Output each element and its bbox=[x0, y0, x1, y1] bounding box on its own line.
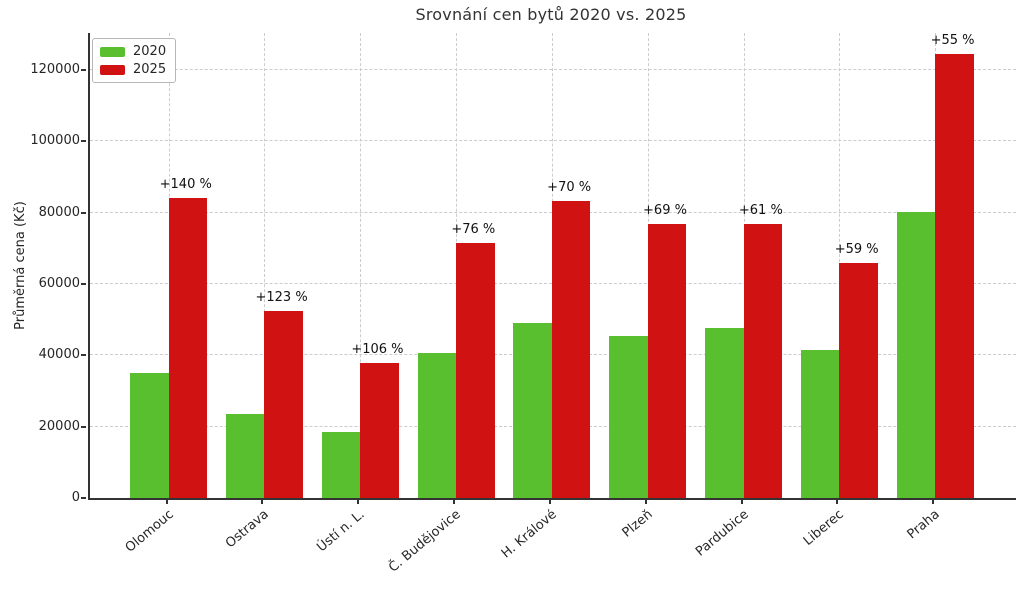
bar-2020-Praha bbox=[896, 211, 936, 498]
x-tick-mark bbox=[548, 499, 551, 504]
legend-swatch-2020 bbox=[100, 46, 125, 57]
bar-2020-Olomouc bbox=[130, 373, 169, 498]
bar-2025-Olomouc bbox=[168, 198, 207, 498]
bar-2025-Ostrava bbox=[264, 311, 303, 498]
y-tick-mark bbox=[81, 69, 86, 72]
bar-annotation: +69 % bbox=[643, 202, 687, 218]
x-tick-mark bbox=[836, 499, 839, 504]
bar-2025-Ústí n. L. bbox=[360, 362, 399, 498]
legend-entry-2025: 2025 bbox=[100, 62, 166, 77]
bar-2020-H. Králové bbox=[513, 323, 552, 498]
y-tick-mark bbox=[81, 497, 86, 499]
y-tick-label: 20000 bbox=[38, 418, 80, 434]
chart-title: Srovnání cen bytů 2020 vs. 2025 bbox=[415, 5, 687, 24]
x-tick-mark bbox=[261, 499, 264, 504]
bar-2020-Ostrava bbox=[225, 414, 265, 498]
bar-annotation: +106 % bbox=[351, 341, 404, 357]
y-tick-label: 120000 bbox=[30, 62, 80, 78]
y-tick-label: 80000 bbox=[38, 204, 80, 220]
legend-entry-2020: 2020 bbox=[100, 44, 166, 59]
bar-2020-Pardubice bbox=[705, 327, 744, 498]
x-tick-mark bbox=[932, 499, 935, 504]
bar-annotation: +70 % bbox=[547, 179, 592, 195]
bar-annotation: +59 % bbox=[834, 242, 879, 258]
y-tick-label: 0 bbox=[71, 490, 80, 505]
x-tick-mark bbox=[644, 499, 647, 504]
bar-annotation: +55 % bbox=[930, 33, 975, 49]
y-tick-mark bbox=[81, 354, 86, 357]
x-tick-label: Olomouc bbox=[122, 507, 177, 556]
bar-2025-Plzeň bbox=[647, 223, 687, 498]
x-tick-mark bbox=[165, 499, 168, 504]
bar-annotation: +123 % bbox=[255, 290, 308, 306]
bar-annotation: +76 % bbox=[451, 221, 496, 237]
bar-annotation: +61 % bbox=[738, 203, 783, 219]
y-tick-mark bbox=[81, 211, 86, 214]
bar-2025-Pardubice bbox=[743, 224, 783, 498]
legend-swatch-2025 bbox=[100, 64, 125, 75]
gridline-horizontal bbox=[90, 69, 1016, 71]
y-tick-mark bbox=[81, 283, 86, 286]
y-tick-mark bbox=[81, 140, 86, 143]
gridline-vertical bbox=[264, 33, 266, 498]
bar-2025-Praha bbox=[935, 54, 974, 498]
x-tick-mark bbox=[357, 499, 360, 504]
gridline-horizontal bbox=[90, 140, 1016, 142]
y-tick-label: 40000 bbox=[38, 347, 80, 363]
legend-label: 2020 bbox=[133, 44, 167, 59]
bar-2025-Č. Budějovice bbox=[456, 242, 495, 498]
bar-2020-Č. Budějovice bbox=[417, 352, 457, 498]
x-tick-mark bbox=[453, 499, 456, 504]
y-tick-mark bbox=[81, 425, 86, 428]
bar-2020-Ústí n. L. bbox=[321, 432, 361, 498]
x-tick-mark bbox=[740, 499, 743, 504]
y-tick-label: 100000 bbox=[30, 133, 80, 149]
bar-annotation: +140 % bbox=[159, 177, 212, 193]
bar-2025-H. Králové bbox=[551, 200, 591, 498]
bar-2020-Plzeň bbox=[609, 335, 648, 498]
legend: 2020 2025 bbox=[92, 38, 177, 83]
plot-area bbox=[88, 33, 1016, 500]
y-tick-label: 60000 bbox=[38, 276, 80, 292]
bar-2025-Liberec bbox=[839, 263, 878, 498]
legend-label: 2025 bbox=[133, 62, 167, 77]
bar-2020-Liberec bbox=[800, 350, 840, 498]
gridline-vertical bbox=[360, 33, 362, 498]
